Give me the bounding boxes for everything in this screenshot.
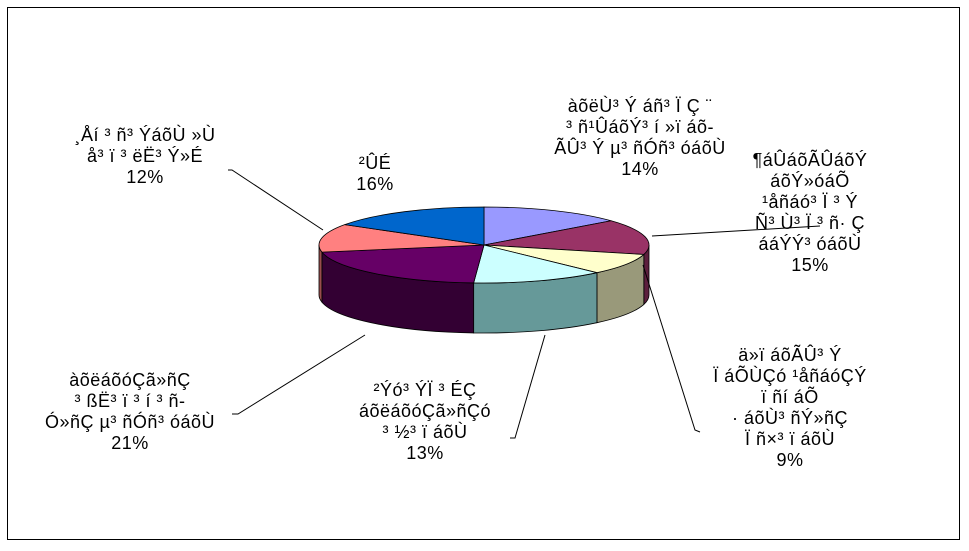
slice-label-line: áõëáõóÇã»ñÇó <box>358 401 492 421</box>
slice-label-line: áõÝ»óáÕ <box>770 171 850 191</box>
pie-slice-3 <box>483 244 645 274</box>
slice-label-line: ²ÛÉ <box>358 153 392 173</box>
leader-line-3 <box>642 264 701 433</box>
slice-label-line: ¶áÛáõÃÛáõÝ <box>752 150 868 170</box>
slice-label-line: ²Ýó³ ÝÏ ³ ÉÇ <box>373 380 477 400</box>
slice-label-line: Ó»ñÇ µ³ ñÓñ³ óáõÙ <box>45 412 215 432</box>
slice-percent: 9% <box>776 450 804 470</box>
pie-wall-6 <box>318 244 323 304</box>
slice-label-line: ä»ï áõÃÛ³ Ý <box>738 345 842 365</box>
slice-label-1: àõëÙ³ Ý áñ³ Ï Ç ¨ ³ ñ¹ÛáõÝ³ í »ï áõ- ÃÛ³ Ý… <box>540 96 740 180</box>
pie-top-faces <box>318 206 650 284</box>
slice-label-line: ááÝÝ³ óáõÙ <box>758 234 862 254</box>
leader-lines <box>228 169 821 439</box>
slice-percent: 12% <box>126 167 164 187</box>
slice-label-6: ¸Åí ³ ñ³ ÝáõÙ »Ù å³ ï ³ ëË³ Ý»É 12% <box>45 125 245 188</box>
pie-slice-1 <box>483 206 612 246</box>
slice-label-line: ¸Åí ³ ñ³ ÝáõÙ »Ù <box>74 125 216 145</box>
slice-label-4: ²Ýó³ ÝÏ ³ ÉÇ áõëáõóÇã»ñÇó ³ ½³ ï áõÙ 13% <box>335 380 515 464</box>
slice-label-5: àõëáõóÇã»ñÇ ³ ßË³ ï ³ í ³ ñ- Ó»ñÇ µ³ ñÓñ³ … <box>25 370 235 454</box>
slice-label-2: ¶áÛáõÃÛáõÝ áõÝ»óáÕ ¹åñáó³ Ï ³ Ý Ñ³ Ù³ Ï ³ ñ… <box>735 150 885 276</box>
pie-slice-5 <box>321 244 485 284</box>
leader-line-2 <box>651 225 821 237</box>
slice-label-line: Ñ³ Ù³ Ï ³ ñ· Ç <box>755 213 865 233</box>
slice-label-line: · áõÙ³ ñÝ»ñÇ <box>731 408 849 428</box>
slice-label-line: ³ ßË³ ï ³ í ³ ñ- <box>74 391 186 411</box>
slice-label-line: àõëÙ³ Ý áñ³ Ï Ç ¨ <box>567 96 713 116</box>
leader-line-5 <box>232 334 366 415</box>
slice-label-line: Ï ñ×³ ï áõÙ <box>744 429 836 449</box>
pie-slice-4 <box>473 244 598 284</box>
pie-slice-7 <box>344 206 485 246</box>
slice-percent: 14% <box>621 159 659 179</box>
slice-label-line: ï ñí áÕ <box>761 387 819 407</box>
slice-label-7: ²ÛÉ 16% <box>345 153 405 195</box>
slice-label-line: Ï áÕÙÇó ¹åñáóÇÝ <box>713 366 867 386</box>
slice-percent: 21% <box>111 433 149 453</box>
pie-slice-6 <box>318 224 485 253</box>
slice-percent: 13% <box>406 443 444 463</box>
slice-label-line: ÃÛ³ Ý µ³ ñÓñ³ óáõÙ <box>554 138 726 158</box>
pie-slice-2 <box>483 220 650 255</box>
slice-label-line: ³ ½³ ï áõÙ <box>382 422 468 442</box>
leader-line-6 <box>228 169 324 231</box>
slice-percent: 15% <box>791 255 829 275</box>
slice-percent: 16% <box>356 174 394 194</box>
slice-label-line: àõëáõóÇã»ñÇ <box>69 370 191 390</box>
slice-label-line: ¹åñáó³ Ï ³ Ý <box>761 192 859 212</box>
slice-label-line: å³ ï ³ ëË³ Ý»É <box>86 146 204 166</box>
leader-line-4 <box>510 334 546 439</box>
slice-label-line: ³ ñ¹ÛáõÝ³ í »ï áõ- <box>565 117 715 137</box>
